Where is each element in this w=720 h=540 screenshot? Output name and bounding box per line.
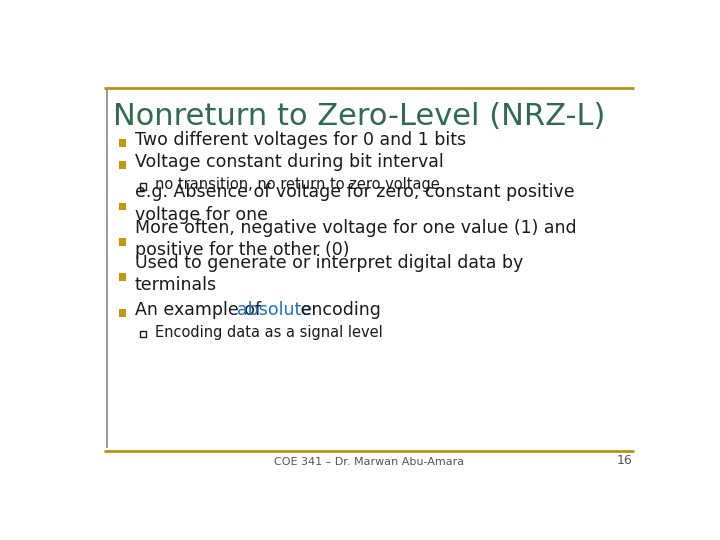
Text: Voltage constant during bit interval: Voltage constant during bit interval: [135, 153, 444, 171]
Text: Encoding data as a signal level: Encoding data as a signal level: [155, 325, 383, 340]
FancyBboxPatch shape: [140, 184, 145, 190]
Text: An example of: An example of: [135, 301, 266, 319]
Text: Two different voltages for 0 and 1 bits: Two different voltages for 0 and 1 bits: [135, 131, 466, 149]
Text: encoding: encoding: [295, 301, 381, 319]
Text: e.g. Absence of voltage for zero, constant positive
voltage for one: e.g. Absence of voltage for zero, consta…: [135, 183, 575, 224]
FancyBboxPatch shape: [119, 309, 127, 316]
Text: no transition, no return to zero voltage: no transition, no return to zero voltage: [155, 178, 440, 192]
Text: Nonreturn to Zero-Level (NRZ-L): Nonreturn to Zero-Level (NRZ-L): [113, 102, 606, 131]
FancyBboxPatch shape: [119, 238, 127, 246]
FancyBboxPatch shape: [119, 161, 127, 168]
FancyBboxPatch shape: [140, 331, 145, 338]
FancyBboxPatch shape: [119, 139, 127, 147]
Text: 16: 16: [617, 454, 632, 467]
Text: Used to generate or interpret digital data by
terminals: Used to generate or interpret digital da…: [135, 254, 523, 294]
Text: COE 341 – Dr. Marwan Abu-Amara: COE 341 – Dr. Marwan Abu-Amara: [274, 457, 464, 467]
FancyBboxPatch shape: [119, 202, 127, 211]
Text: More often, negative voltage for one value (1) and
positive for the other (0): More often, negative voltage for one val…: [135, 219, 577, 259]
FancyBboxPatch shape: [119, 273, 127, 281]
Text: absolute: absolute: [237, 301, 312, 319]
